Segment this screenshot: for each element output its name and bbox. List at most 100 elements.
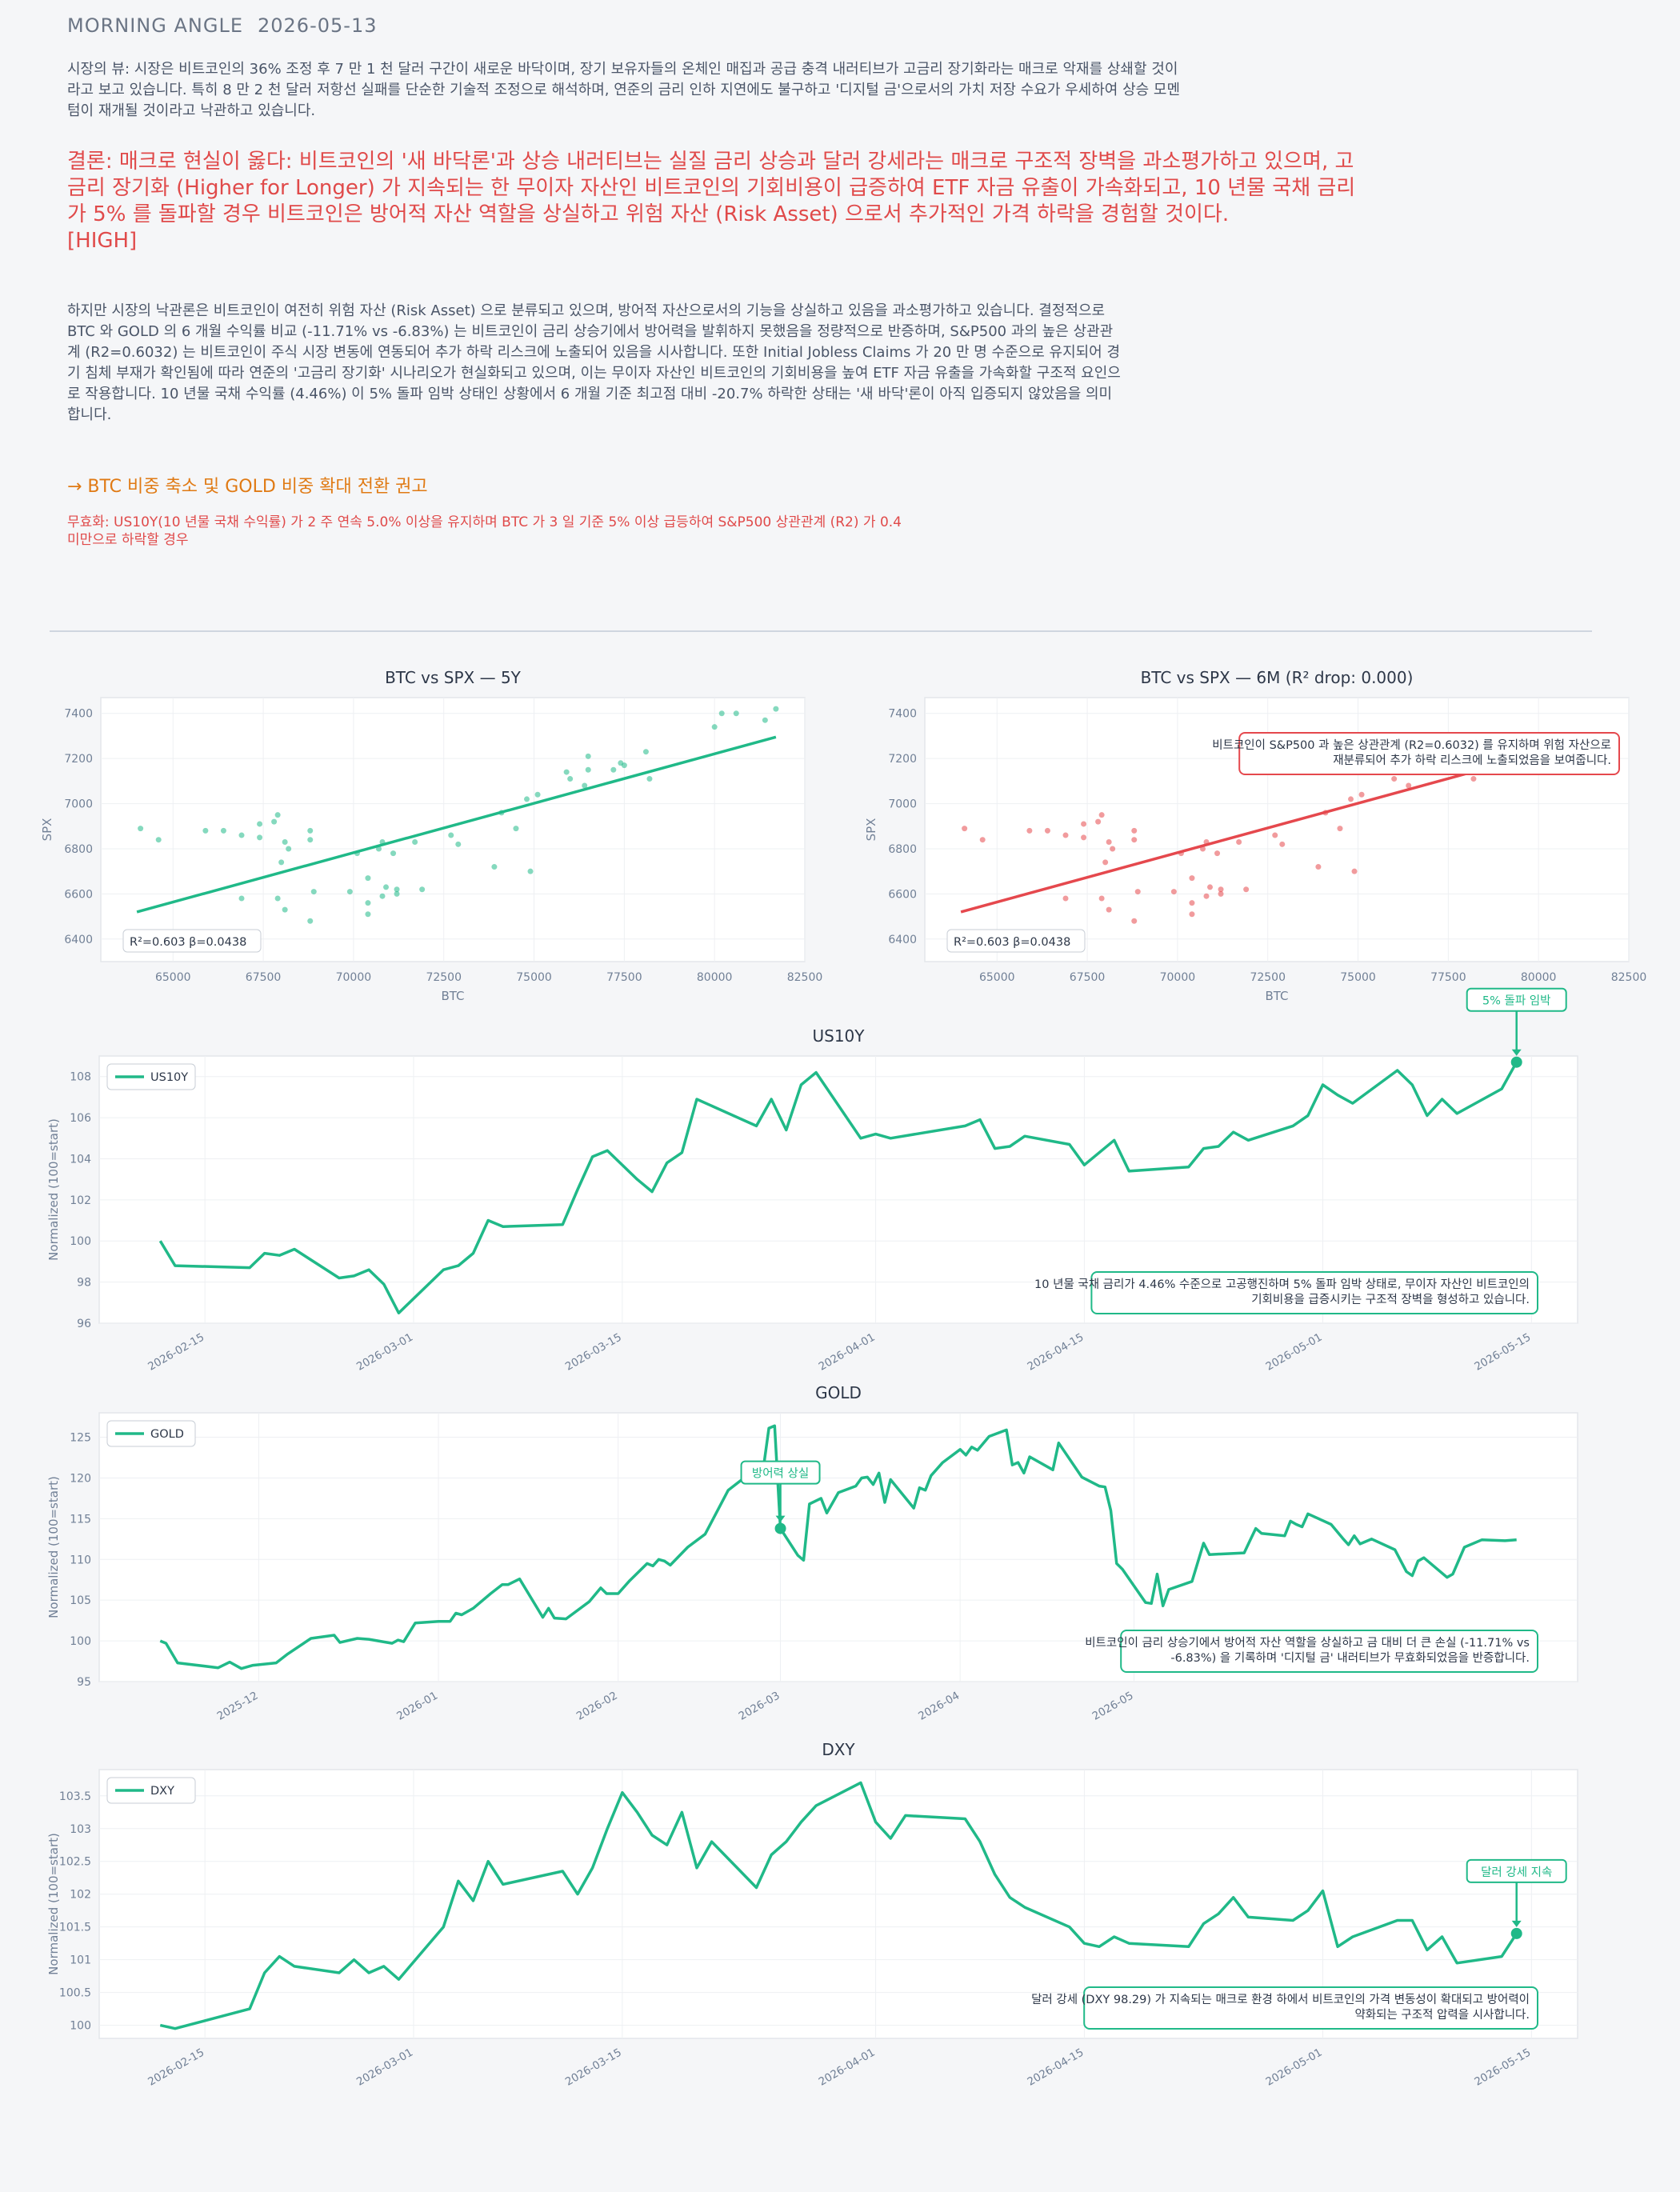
x-tick-label: 2026-03-01 bbox=[354, 1331, 415, 1374]
scatter-point bbox=[563, 769, 570, 775]
scatter-point bbox=[379, 893, 386, 899]
x-tick-label: 67500 bbox=[246, 971, 282, 984]
y-tick-label: 108 bbox=[70, 1071, 91, 1084]
scatter-point bbox=[310, 889, 317, 895]
scatter-point bbox=[1189, 875, 1195, 882]
x-tick-label: 2026-04-01 bbox=[817, 1331, 878, 1374]
scatter-point bbox=[610, 766, 617, 773]
action-recommendation: → BTC 비중 축소 및 GOLD 비중 확대 전환 권고 bbox=[67, 477, 428, 497]
scatter-point bbox=[527, 868, 534, 874]
y-tick-label: 100 bbox=[70, 1635, 91, 1648]
legend-label: DXY bbox=[150, 1785, 174, 1798]
chart-title: US10Y bbox=[813, 1026, 866, 1046]
x-tick-label: 67500 bbox=[1070, 971, 1106, 984]
highlight-point bbox=[774, 1522, 786, 1534]
stats-box bbox=[946, 929, 1086, 953]
scatter-point bbox=[1391, 776, 1398, 782]
scatter-point bbox=[412, 839, 418, 846]
scatter-point bbox=[646, 776, 653, 782]
legend-label: GOLD bbox=[150, 1428, 184, 1441]
x-tick-label: 2026-05-01 bbox=[1264, 1331, 1325, 1374]
scatter-point bbox=[274, 812, 281, 818]
x-tick-label: 2026-01 bbox=[394, 1690, 440, 1723]
scatter-point bbox=[1081, 834, 1087, 841]
series-line bbox=[158, 1061, 1518, 1314]
scatter-point bbox=[773, 706, 779, 712]
scatter-point bbox=[1131, 918, 1138, 924]
y-tick-label: 7000 bbox=[888, 798, 917, 811]
line-chart-4: DXY 100 100.5 101 101.5 102 102.5 103 103.5 2026-… bbox=[46, 1740, 1578, 2089]
y-tick-label: 103 bbox=[70, 1823, 91, 1836]
x-tick-label: 75000 bbox=[1340, 971, 1376, 984]
x-tick-label: 2025-12 bbox=[215, 1690, 261, 1723]
scatter-point bbox=[762, 717, 768, 723]
x-tick-label: 2026-05 bbox=[1090, 1690, 1136, 1723]
scatter-point bbox=[448, 832, 454, 838]
highlight-point bbox=[1510, 1927, 1522, 1939]
chart-title: BTC vs SPX — 6M (R² drop: 0.000) bbox=[1141, 668, 1414, 687]
highlight-point bbox=[1510, 1056, 1522, 1068]
y-tick-label: 101 bbox=[70, 1954, 91, 1967]
series-note-line: 비트코인이 금리 상승기에서 방어적 자산 역할을 상실하고 금 대비 더 큰 … bbox=[1085, 1636, 1530, 1650]
y-tick-label: 105 bbox=[70, 1594, 91, 1607]
x-tick-label: 2026-03-15 bbox=[563, 1331, 624, 1374]
scatter-point bbox=[1348, 796, 1354, 802]
x-tick-label: 80000 bbox=[697, 971, 733, 984]
x-tick-label: 2026-03 bbox=[737, 1690, 782, 1723]
scatter-point bbox=[1062, 895, 1069, 902]
stats-box bbox=[122, 929, 262, 953]
scatter-point bbox=[711, 724, 718, 730]
scatter-point bbox=[1134, 889, 1141, 895]
scatter-point bbox=[1351, 868, 1358, 874]
y-tick-label: 96 bbox=[77, 1318, 91, 1330]
series-note-box bbox=[1120, 1630, 1538, 1673]
scatter-point bbox=[394, 886, 400, 893]
y-tick-label: 120 bbox=[70, 1472, 91, 1485]
y-tick-label: 6800 bbox=[888, 843, 917, 856]
conclusion-block: 결론: 매크로 현실이 옳다: 비트코인의 '새 바닥론'과 상승 내러티브는 … bbox=[67, 149, 1363, 254]
y-tick-label: 7200 bbox=[64, 753, 93, 766]
y-tick-label: 125 bbox=[70, 1432, 91, 1445]
y-tick-label: 6600 bbox=[888, 888, 917, 901]
annotation-label: 방어력 상실 bbox=[752, 1467, 809, 1481]
x-tick-label: 2026-03-15 bbox=[563, 2046, 624, 2089]
scatter-point bbox=[1131, 837, 1138, 843]
scatter-chart-1: BTC vs SPX — 6M (R² drop: 0.000) 6400 6600… bbox=[864, 668, 1646, 1003]
x-tick-label: 70000 bbox=[336, 971, 372, 984]
scatter-point bbox=[1236, 839, 1242, 846]
scatter-point bbox=[455, 841, 462, 847]
scatter-point bbox=[307, 918, 314, 924]
y-tick-label: 6400 bbox=[64, 934, 93, 946]
scatter-point bbox=[1207, 884, 1214, 890]
scatter-note-line: 재분류되어 추가 하락 리스크에 노출되었음을 보여줍니다. bbox=[1333, 754, 1611, 767]
scatter-point bbox=[1218, 886, 1224, 893]
scatter-point bbox=[1102, 859, 1109, 866]
report-title: MORNING ANGLE bbox=[67, 14, 243, 37]
y-tick-label: 102 bbox=[70, 1194, 91, 1207]
x-tick-label: 2026-04 bbox=[916, 1690, 962, 1723]
x-axis-label: BTC bbox=[1265, 989, 1288, 1003]
y-axis-label: Normalized (100=start) bbox=[46, 1476, 61, 1618]
annotation-arrowhead bbox=[1511, 1920, 1522, 1927]
scatter-point bbox=[1279, 841, 1286, 847]
chart-title: DXY bbox=[822, 1740, 855, 1759]
x-tick-label: 65000 bbox=[155, 971, 191, 984]
scatter-point bbox=[286, 846, 292, 852]
scatter-point bbox=[394, 890, 400, 897]
scatter-point bbox=[1044, 827, 1050, 834]
scatter-point bbox=[582, 782, 588, 789]
scatter-point bbox=[1026, 827, 1033, 834]
scatter-point bbox=[282, 906, 288, 913]
y-axis-label: Normalized (100=start) bbox=[46, 1833, 61, 1975]
y-tick-label: 110 bbox=[70, 1554, 91, 1566]
scatter-point bbox=[718, 710, 725, 717]
series-note-line: 10 년물 국채 금리가 4.46% 수준으로 고공행진하며 5% 돌파 임박 … bbox=[1034, 1278, 1530, 1291]
scatter-point bbox=[1189, 911, 1195, 918]
legend-box bbox=[106, 1777, 196, 1804]
series-note-box bbox=[1090, 1271, 1538, 1314]
scatter-point bbox=[1098, 895, 1105, 902]
scatter-point bbox=[307, 837, 314, 843]
x-axis-label: BTC bbox=[441, 989, 464, 1003]
chart-title: BTC vs SPX — 5Y bbox=[385, 668, 522, 687]
legend-box bbox=[106, 1063, 196, 1090]
